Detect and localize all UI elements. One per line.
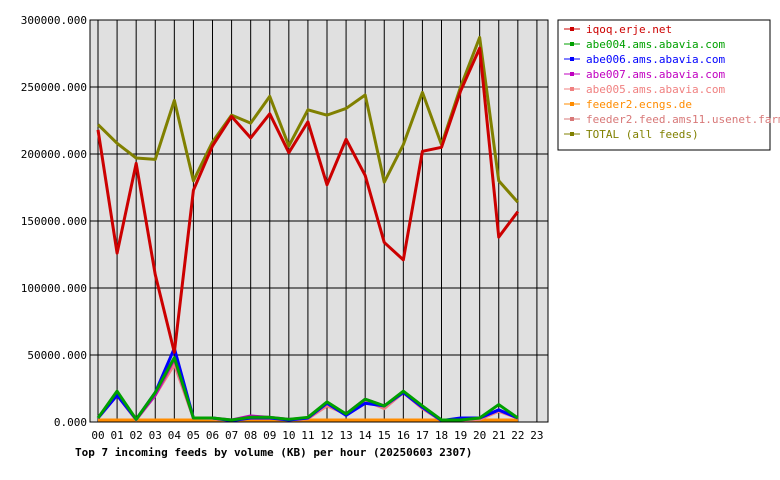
legend-label: iqoq.erje.net (586, 23, 672, 36)
y-tick-label: 300000.000 (21, 14, 87, 27)
x-tick-label: 04 (168, 429, 182, 442)
x-tick-label: 21 (492, 429, 505, 442)
x-tick-label: 20 (473, 429, 486, 442)
x-tick-label: 17 (416, 429, 429, 442)
y-tick-label: 0.000 (54, 416, 87, 429)
x-tick-label: 19 (454, 429, 467, 442)
x-tick-label: 00 (91, 429, 104, 442)
x-tick-label: 15 (378, 429, 391, 442)
y-tick-label: 200000.000 (21, 148, 87, 161)
y-tick-label: 150000.000 (21, 215, 87, 228)
x-tick-label: 16 (397, 429, 410, 442)
legend-marker (570, 117, 574, 121)
legend-label: abe006.ams.abavia.com (586, 53, 725, 66)
y-tick-label: 250000.000 (21, 81, 87, 94)
legend-label: abe004.ams.abavia.com (586, 38, 725, 51)
legend-marker (570, 87, 574, 91)
x-tick-label: 10 (282, 429, 295, 442)
series-lines (96, 35, 520, 423)
legend-label: feeder2.feed.ams11.usenet.farm (586, 113, 780, 126)
legend-marker (570, 27, 574, 31)
x-tick-label: 18 (435, 429, 448, 442)
plot-border (89, 19, 549, 423)
series-line-6 (96, 356, 519, 422)
x-tick-label: 22 (511, 429, 524, 442)
x-tick-label: 05 (187, 429, 200, 442)
x-tick-label: 07 (225, 429, 238, 442)
series-line-7 (96, 46, 520, 354)
x-tick-label: 23 (530, 429, 543, 442)
x-tick-label: 08 (244, 429, 257, 442)
legend-box (557, 19, 771, 151)
x-tick-label: 09 (263, 429, 276, 442)
x-tick-label: 12 (320, 429, 333, 442)
y-axis-ticks: 0.000 50000.000 100000.000 150000.000 200000… (21, 14, 87, 429)
x-tick-label: 01 (110, 429, 123, 442)
legend-marker (570, 102, 574, 106)
grid-lines (90, 19, 548, 423)
legend-marker (570, 57, 574, 61)
x-axis-ticks: 00 01 02 03 04 05 06 07 08 09 10 11 12 13 14 15 16 17 18 19… (91, 429, 543, 442)
x-tick-label: 11 (301, 429, 314, 442)
legend-marker (570, 132, 574, 136)
legend-label: TOTAL (all feeds) (586, 128, 699, 141)
x-tick-label: 02 (130, 429, 143, 442)
legend: iqoq.erje.net abe004.ams.abavia.com abe006… (557, 19, 780, 151)
legend-label: abe007.ams.abavia.com (586, 68, 725, 81)
x-tick-label: 14 (359, 429, 373, 442)
x-tick-label: 03 (149, 429, 162, 442)
legend-label: feeder2.ecngs.de (586, 98, 692, 111)
y-tick-label: 50000.000 (27, 349, 87, 362)
legend-marker (570, 72, 574, 76)
legend-label: abe005.ams.abavia.com (586, 83, 725, 96)
x-tick-label: 13 (339, 429, 352, 442)
x-tick-label: 06 (206, 429, 219, 442)
legend-marker (570, 42, 574, 46)
y-tick-label: 100000.000 (21, 282, 87, 295)
chart-title: Top 7 incoming feeds by volume (KB) per … (75, 446, 472, 459)
